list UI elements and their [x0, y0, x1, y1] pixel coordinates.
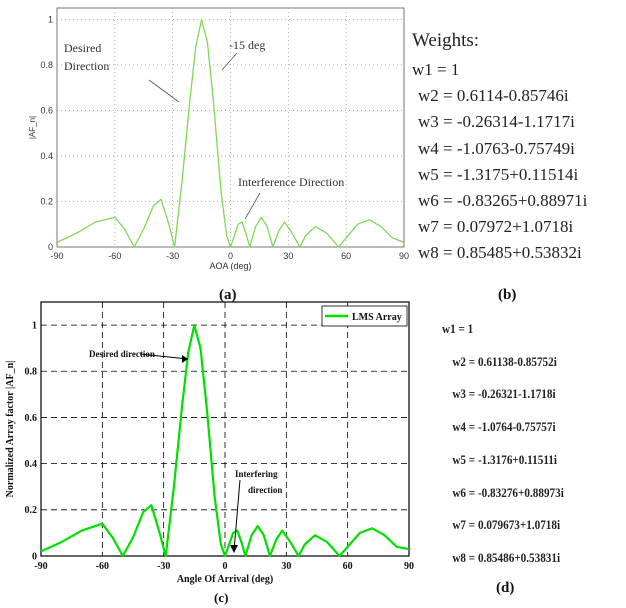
x-tick-label: 30: [281, 561, 291, 572]
annotation-arrow: [244, 192, 261, 220]
plot-frame-a: [56, 7, 405, 248]
annotation-interference: Interference Direction: [238, 175, 344, 189]
weight-item: w8 = 0.85485+0.53832i: [418, 243, 582, 263]
weight-item: w7 = 0.07972+1.0718i: [418, 217, 574, 237]
weight-item: w8 = 0.85486+0.53831i: [452, 549, 561, 565]
y-tick-label: 0.2: [25, 505, 38, 516]
weights-title: Weights:: [412, 30, 480, 51]
weight-item: w1 = 1: [412, 60, 460, 79]
weight-item: w6 = -0.83276+0.88973i: [452, 484, 564, 500]
x-tick-label: -90: [34, 561, 47, 572]
x-tick-label: -30: [157, 561, 170, 572]
annotation-arrow: [233, 479, 241, 552]
annotation-angle: -15 deg: [229, 38, 265, 52]
y-tick-label: 0.2: [40, 196, 53, 206]
y-axis-label: Normalized Array factor |AF_n|: [5, 361, 16, 498]
x-tick-label: 30: [283, 251, 293, 261]
annotation-desired: Desired direction: [89, 349, 155, 359]
weights-list-d: w1 = 1 w2 = 0.61138-0.85752i w3 = -0.263…: [442, 313, 564, 575]
x-tick-label: 60: [341, 251, 351, 261]
legend-label: LMS Array: [352, 312, 402, 323]
weight-item: w7 = 0.079673+1.0718i: [452, 517, 561, 533]
annotation-arrow: [148, 79, 180, 103]
annotation-desired-1: Desired: [64, 41, 101, 55]
weight-item: w4 = -1.0764-0.75757i: [452, 419, 556, 435]
y-tick-label: 0.4: [40, 151, 53, 161]
y-tick-label: 0: [48, 242, 53, 252]
annotation-arrow: [139, 353, 189, 360]
x-tick-label: -60: [108, 251, 121, 261]
weight-item: w3 = -0.26314-1.1717i: [418, 112, 575, 132]
series-line: [56, 18, 405, 248]
series-line: [40, 324, 410, 558]
y-tick-label: 0.8: [25, 367, 38, 378]
x-tick-label: 0: [223, 561, 228, 572]
caption-b: (b): [498, 287, 517, 303]
y-tick-label: 0.6: [40, 105, 53, 115]
x-axis-label: Angle Of Arrival (deg): [177, 574, 273, 585]
x-tick-label: 90: [399, 251, 409, 261]
y-tick-label: 1: [48, 14, 53, 24]
x-tick-label: -90: [50, 251, 63, 261]
weight-item: w5 = -1.3176+0.11511i: [452, 451, 557, 467]
weight-item: w5 = -1.3175+0.11514i: [418, 164, 579, 184]
annotation-interfering-1: Interfering: [235, 469, 278, 479]
y-axis-label: |AF_n|: [28, 116, 37, 139]
weight-item: w4 = -1.0763-0.75749i: [418, 138, 575, 158]
x-tick-label: 60: [343, 561, 353, 572]
annotation-desired-2: Direction: [64, 59, 109, 73]
y-tick-label: 0.8: [40, 60, 53, 70]
annotation-arrow: [221, 52, 238, 71]
y-tick-label: 0: [32, 551, 37, 562]
x-tick-label: -60: [96, 561, 109, 572]
caption-a: (a): [219, 287, 237, 303]
x-tick-label: 90: [404, 561, 414, 572]
legend-box: [321, 305, 408, 327]
weight-item: w3 = -0.26321-1.1718i: [452, 386, 556, 402]
caption-c: (c): [214, 590, 229, 605]
x-axis-label: AOA (deg): [209, 261, 251, 271]
x-tick-label: 0: [228, 251, 233, 261]
weight-item: w6 = -0.83265+0.88971i: [418, 191, 588, 211]
y-tick-label: 1: [32, 320, 37, 331]
weights-list-b: w1 = 1 w2 = 0.6114-0.85746i w3 = -0.2631…: [412, 57, 587, 267]
annotation-arrowhead: [230, 545, 238, 553]
annotation-interfering-2: direction: [248, 485, 282, 495]
caption-d: (d): [496, 580, 515, 596]
weight-item: w2 = 0.6114-0.85746i: [418, 86, 569, 106]
weight-item: w2 = 0.61138-0.85752i: [452, 353, 557, 369]
annotation-arrowhead: [182, 355, 188, 363]
y-tick-label: 0.6: [25, 413, 38, 424]
x-tick-label: -30: [166, 251, 179, 261]
weight-item: w1 = 1: [442, 321, 474, 336]
y-tick-label: 0.4: [25, 459, 38, 470]
